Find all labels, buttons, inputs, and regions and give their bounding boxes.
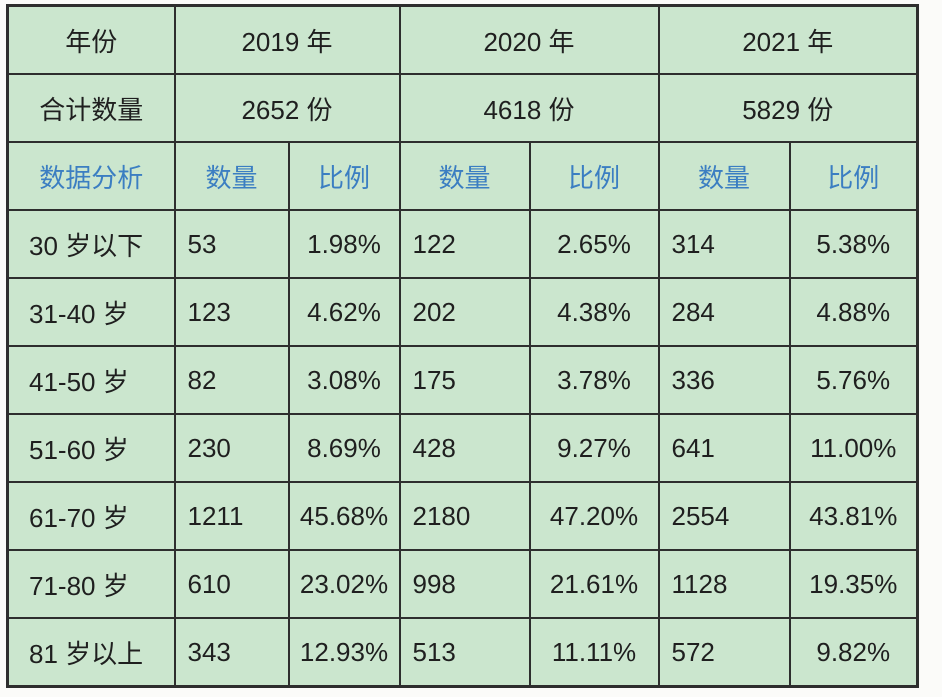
- year-cell-2019: 2019 年: [173, 4, 401, 75]
- qty-cell-2019: 1211: [173, 481, 290, 551]
- qty-cell-2021: 336: [657, 345, 791, 415]
- ratio-cell-2021: 11.00%: [788, 413, 919, 483]
- ratio-cell-2021: 5.76%: [788, 345, 919, 415]
- qty-cell-2020: 998: [398, 549, 531, 619]
- qty-cell-2021: 284: [657, 277, 791, 347]
- qty-cell-2021: 1128: [657, 549, 791, 619]
- ratio-cell-2021: 5.38%: [788, 209, 919, 279]
- qty-cell-2019: 123: [173, 277, 290, 347]
- year-cell-2020: 2020 年: [398, 4, 660, 75]
- age-label-cell: 61-70 岁: [6, 481, 176, 551]
- ratio-cell-2021: 9.82%: [788, 617, 919, 688]
- ratio-cell-2019: 12.93%: [287, 617, 401, 688]
- year-row-label: 年份: [6, 4, 176, 75]
- total-row: 合计数量 2652 份 4618 份 5829 份: [6, 73, 919, 143]
- ratio-cell-2020: 47.20%: [528, 481, 660, 551]
- total-row-label: 合计数量: [6, 73, 176, 143]
- ratio-cell-2021: 4.88%: [788, 277, 919, 347]
- ratio-cell-2021: 43.81%: [788, 481, 919, 551]
- ratio-cell-2021: 19.35%: [788, 549, 919, 619]
- table-row-71-80: 71-80 岁 610 23.02% 998 21.61% 1128 19.35…: [6, 549, 919, 619]
- table-row-61-70: 61-70 岁 1211 45.68% 2180 47.20% 2554 43.…: [6, 481, 919, 551]
- ratio-cell-2020: 21.61%: [528, 549, 660, 619]
- ratio-cell-2019: 4.62%: [287, 277, 401, 347]
- ratio-header-2019: 比例: [287, 141, 401, 211]
- qty-cell-2019: 82: [173, 345, 290, 415]
- qty-cell-2019: 230: [173, 413, 290, 483]
- table-row-over-81: 81 岁以上 343 12.93% 513 11.11% 572 9.82%: [6, 617, 919, 688]
- table-row-31-40: 31-40 岁 123 4.62% 202 4.38% 284 4.88%: [6, 277, 919, 347]
- qty-cell-2020: 122: [398, 209, 531, 279]
- qty-cell-2021: 2554: [657, 481, 791, 551]
- ratio-cell-2019: 1.98%: [287, 209, 401, 279]
- ratio-cell-2019: 23.02%: [287, 549, 401, 619]
- qty-cell-2020: 175: [398, 345, 531, 415]
- qty-header-2019: 数量: [173, 141, 290, 211]
- qty-cell-2020: 428: [398, 413, 531, 483]
- column-header-row: 数据分析 数量 比例 数量 比例 数量 比例: [6, 141, 919, 211]
- ratio-header-2020: 比例: [528, 141, 660, 211]
- total-cell-2019: 2652 份: [173, 73, 401, 143]
- qty-cell-2020: 202: [398, 277, 531, 347]
- ratio-cell-2020: 2.65%: [528, 209, 660, 279]
- age-label-cell: 30 岁以下: [6, 209, 176, 279]
- qty-cell-2021: 572: [657, 617, 791, 688]
- analysis-header: 数据分析: [6, 141, 176, 211]
- age-label-cell: 71-80 岁: [6, 549, 176, 619]
- ratio-cell-2020: 9.27%: [528, 413, 660, 483]
- qty-cell-2019: 343: [173, 617, 290, 688]
- age-distribution-table: 年份 2019 年 2020 年 2021 年 合计数量 2652 份 4618…: [6, 4, 919, 688]
- age-label-cell: 51-60 岁: [6, 413, 176, 483]
- table-row-under-30: 30 岁以下 53 1.98% 122 2.65% 314 5.38%: [6, 209, 919, 279]
- ratio-cell-2020: 3.78%: [528, 345, 660, 415]
- ratio-cell-2020: 11.11%: [528, 617, 660, 688]
- year-row: 年份 2019 年 2020 年 2021 年: [6, 4, 919, 75]
- age-label-cell: 81 岁以上: [6, 617, 176, 688]
- ratio-cell-2020: 4.38%: [528, 277, 660, 347]
- qty-cell-2019: 53: [173, 209, 290, 279]
- ratio-cell-2019: 45.68%: [287, 481, 401, 551]
- qty-cell-2021: 641: [657, 413, 791, 483]
- age-label-cell: 31-40 岁: [6, 277, 176, 347]
- qty-cell-2020: 2180: [398, 481, 531, 551]
- qty-cell-2020: 513: [398, 617, 531, 688]
- total-cell-2020: 4618 份: [398, 73, 660, 143]
- qty-cell-2021: 314: [657, 209, 791, 279]
- table-row-41-50: 41-50 岁 82 3.08% 175 3.78% 336 5.76%: [6, 345, 919, 415]
- table-row-51-60: 51-60 岁 230 8.69% 428 9.27% 641 11.00%: [6, 413, 919, 483]
- qty-header-2020: 数量: [398, 141, 531, 211]
- qty-header-2021: 数量: [657, 141, 791, 211]
- year-cell-2021: 2021 年: [657, 4, 919, 75]
- ratio-cell-2019: 3.08%: [287, 345, 401, 415]
- total-cell-2021: 5829 份: [657, 73, 919, 143]
- ratio-cell-2019: 8.69%: [287, 413, 401, 483]
- age-label-cell: 41-50 岁: [6, 345, 176, 415]
- qty-cell-2019: 610: [173, 549, 290, 619]
- ratio-header-2021: 比例: [788, 141, 919, 211]
